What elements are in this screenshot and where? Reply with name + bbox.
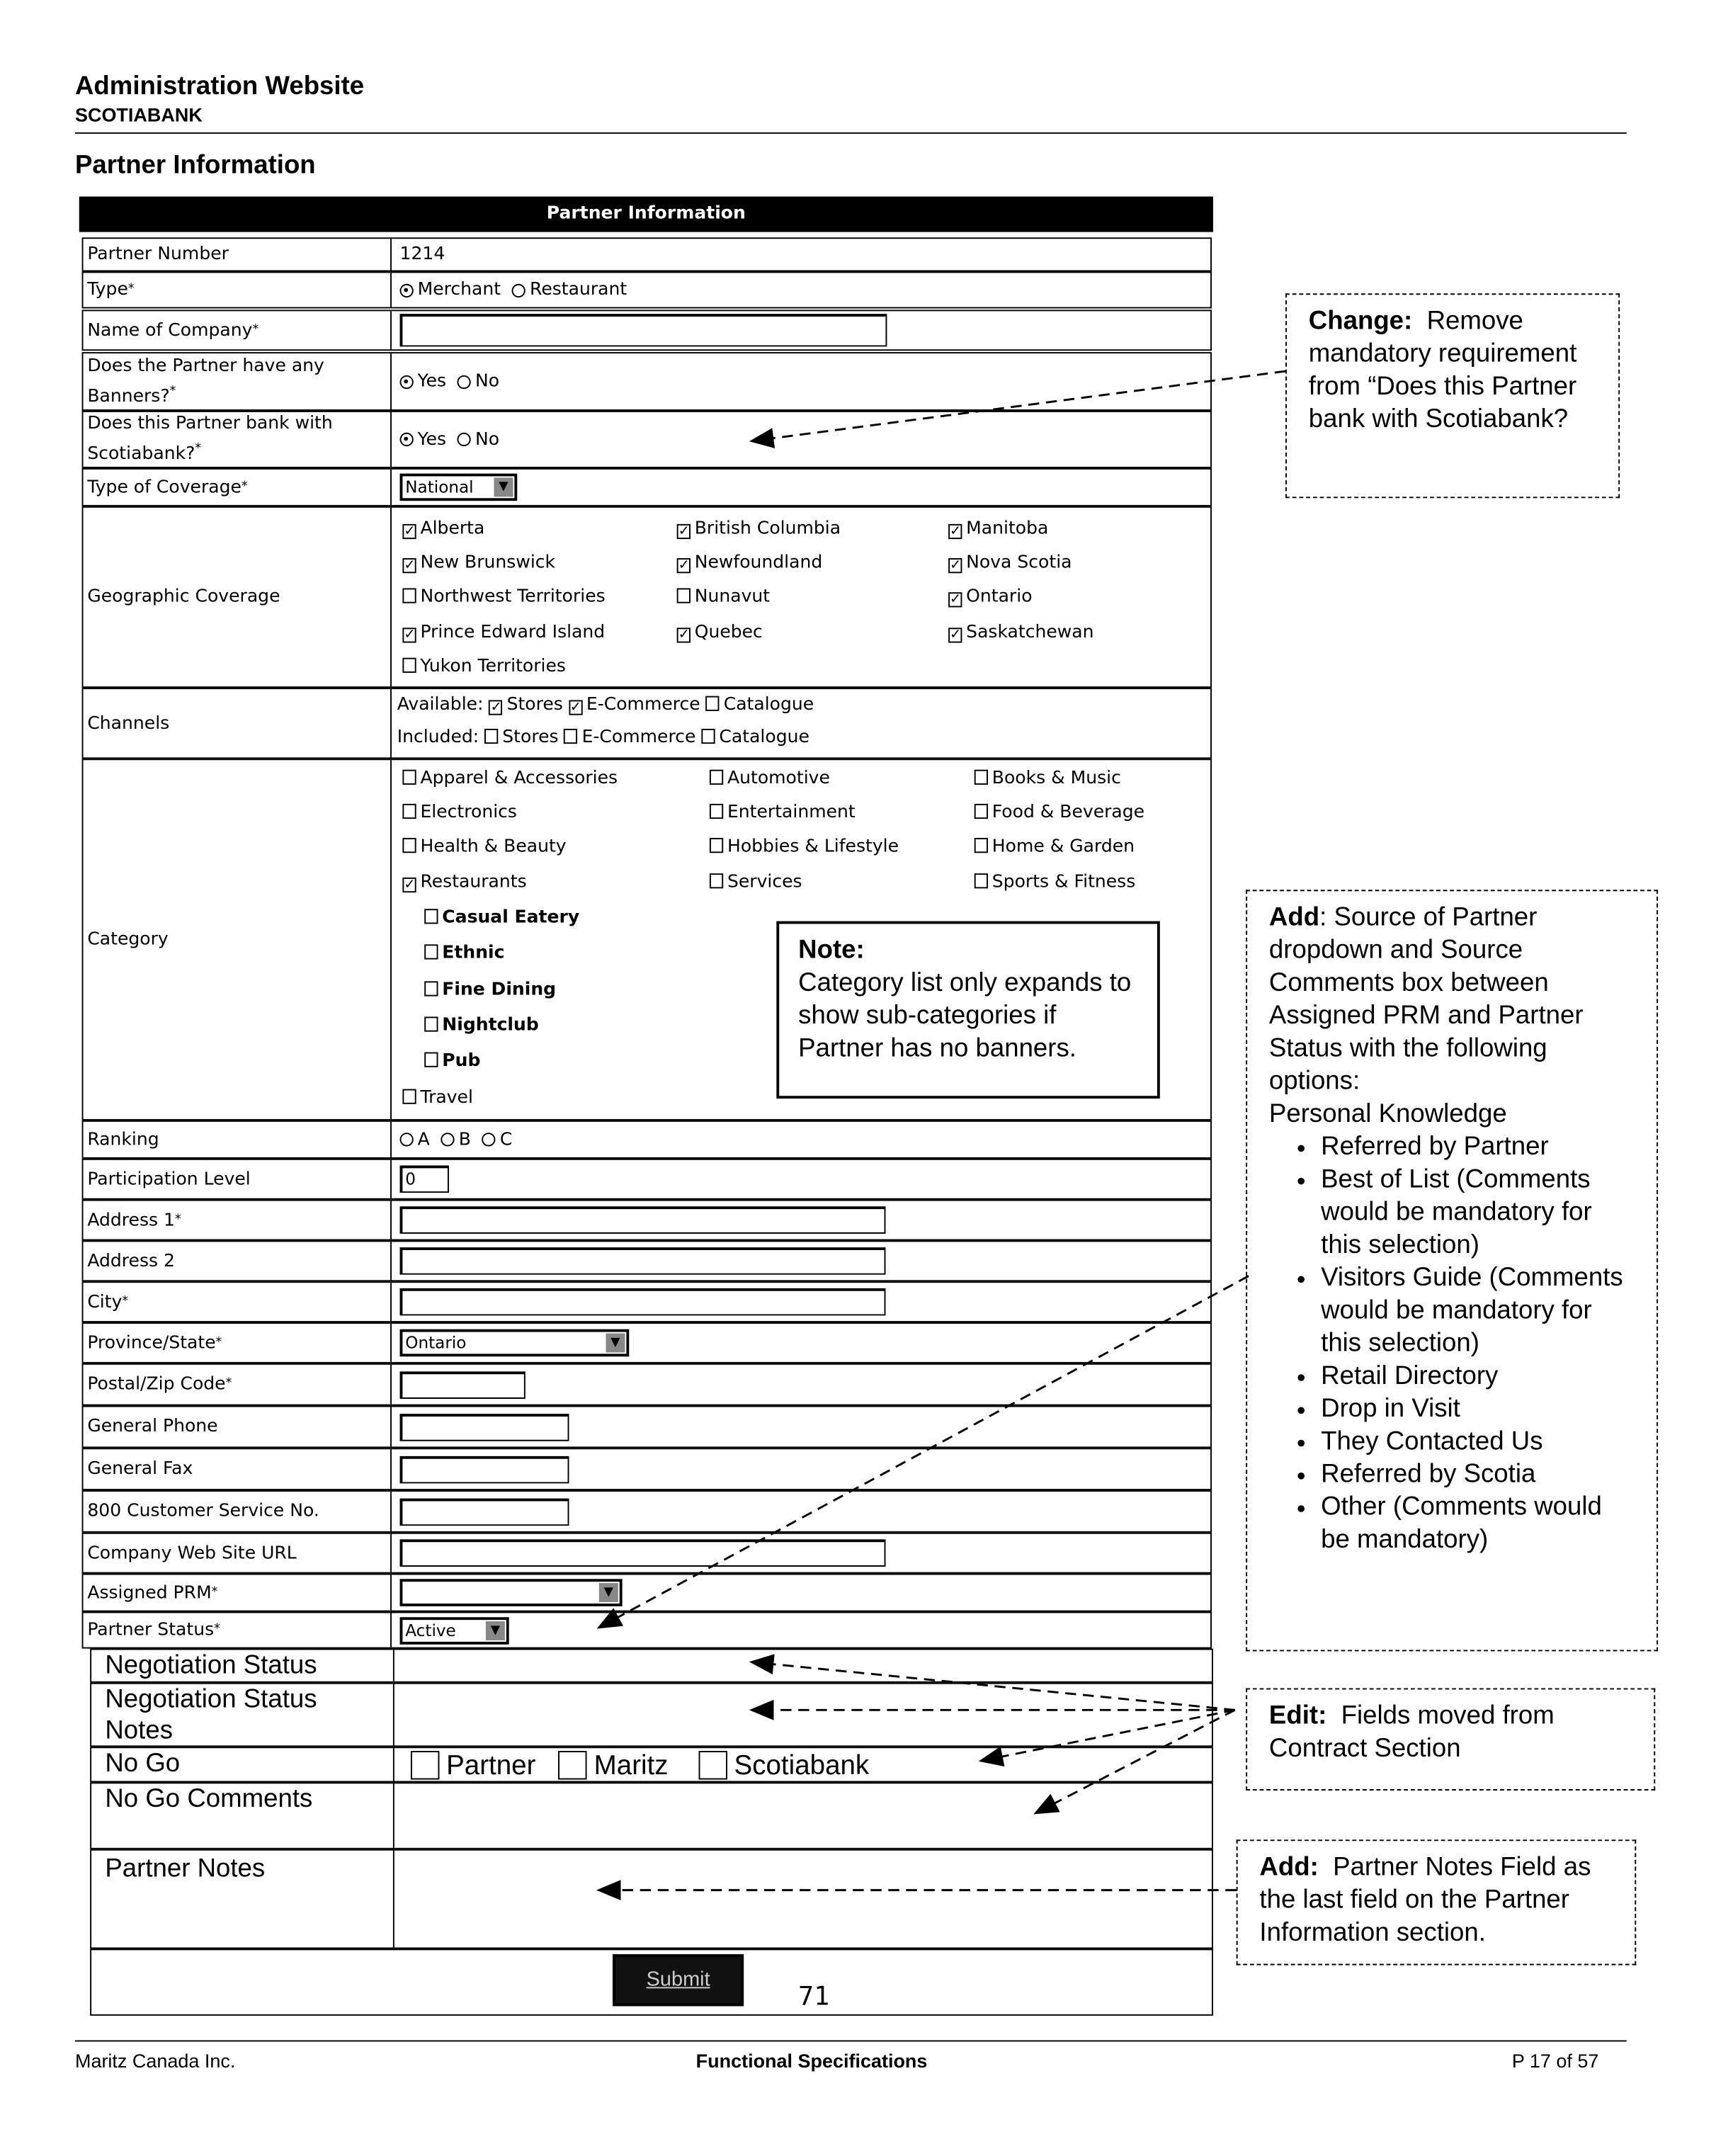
footer-center: Functional Specifications xyxy=(696,2050,928,2072)
footer-rule xyxy=(75,2041,1627,2042)
arrow-edit-1 xyxy=(754,1662,1235,1710)
footer-left: Maritz Canada Inc. xyxy=(75,2050,235,2072)
arrow-edit-4 xyxy=(1037,1710,1234,1812)
arrow-edit-3 xyxy=(982,1710,1234,1760)
arrow-change xyxy=(754,371,1285,441)
footer-right: P 17 of 57 xyxy=(1512,2050,1599,2072)
arrow-add-source xyxy=(601,1276,1249,1627)
